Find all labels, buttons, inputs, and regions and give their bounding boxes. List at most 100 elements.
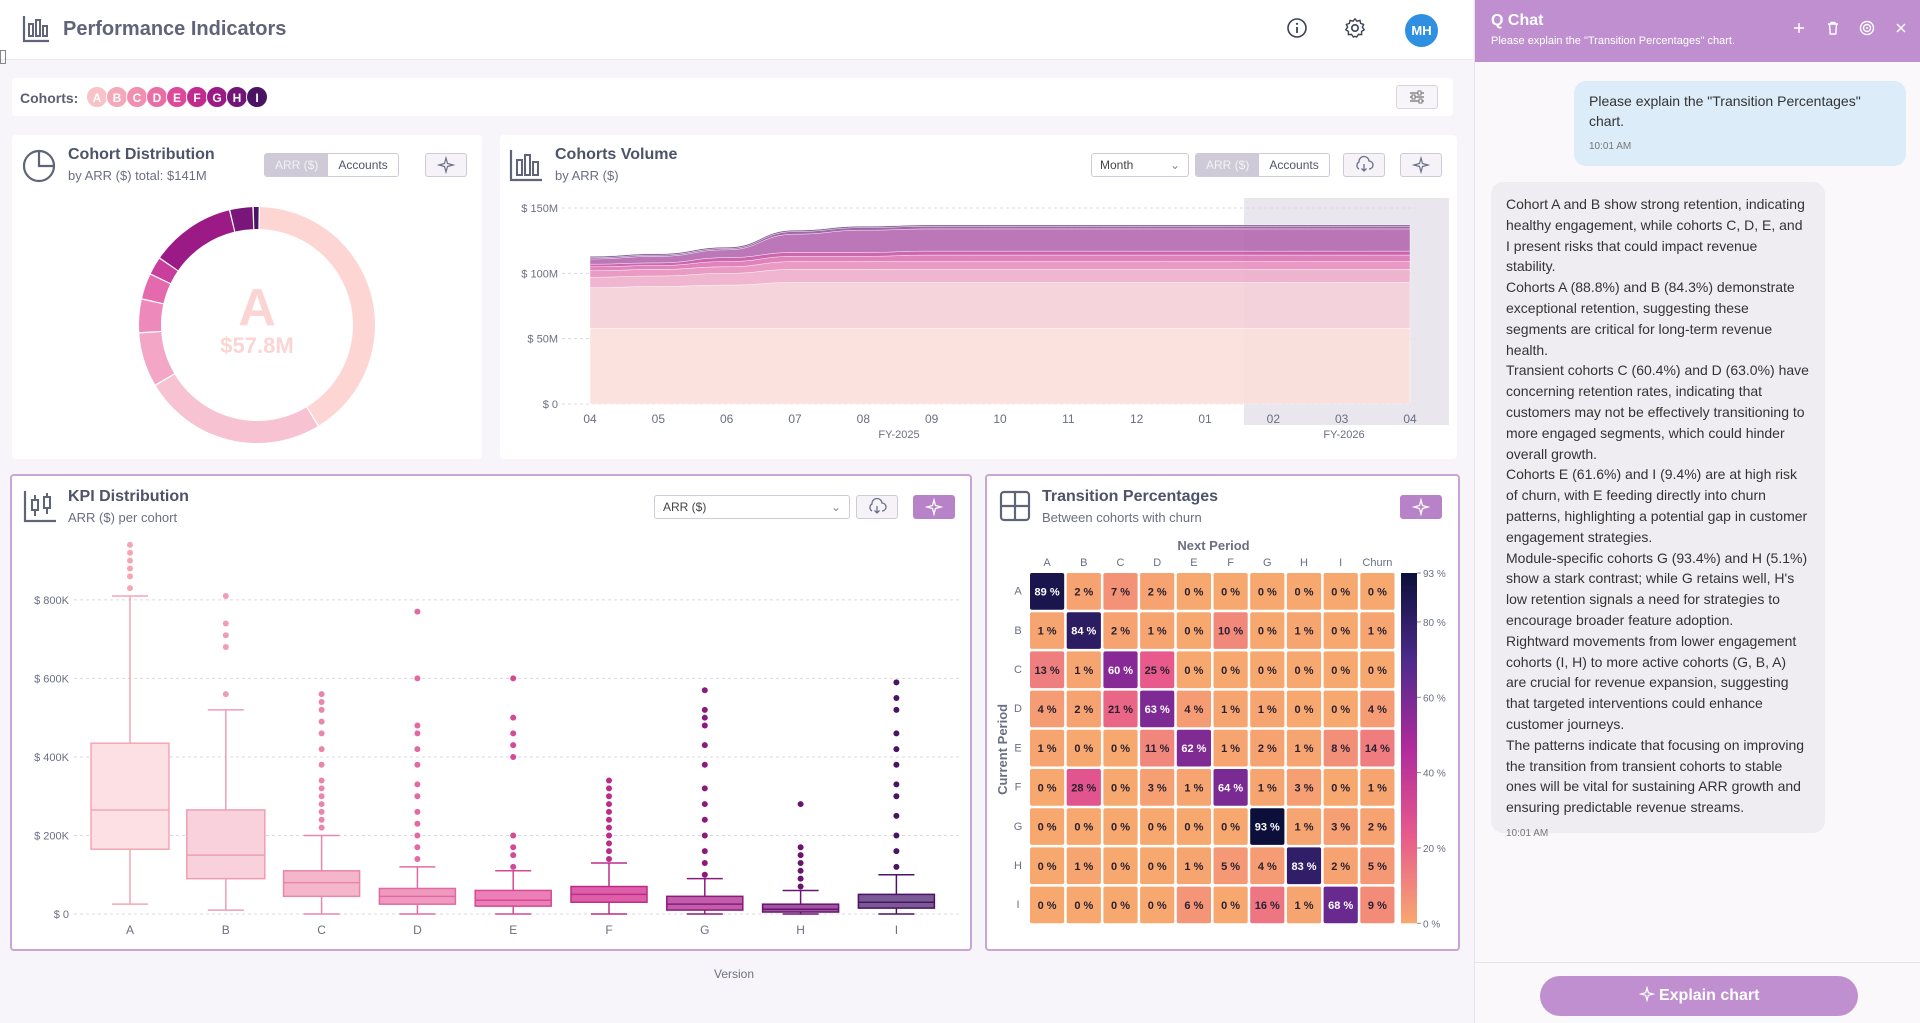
- heatmap-cell[interactable]: [1360, 690, 1395, 728]
- heatmap-cell[interactable]: [1286, 808, 1322, 845]
- area-series-1[interactable]: [589, 328, 1411, 405]
- heatmap-cell[interactable]: [1140, 729, 1175, 767]
- heatmap-cell[interactable]: [1286, 847, 1322, 885]
- area-series-9[interactable]: [589, 224, 1411, 258]
- heatmap-cell[interactable]: [1103, 847, 1138, 885]
- heatmap-cell[interactable]: [1103, 729, 1138, 767]
- heatmap-cell[interactable]: [1066, 729, 1101, 767]
- heatmap-cell[interactable]: [1360, 847, 1395, 885]
- toggle-accounts[interactable]: Accounts: [1259, 154, 1329, 176]
- cohort-chip-d[interactable]: D: [146, 86, 168, 108]
- heatmap-cell[interactable]: [1103, 808, 1138, 845]
- heatmap-cell[interactable]: [1176, 651, 1211, 689]
- box-c[interactable]: [282, 834, 361, 915]
- heatmap-cell[interactable]: [1030, 729, 1065, 767]
- donut-slice-b[interactable]: [155, 374, 318, 443]
- donut-slice-d[interactable]: [139, 299, 164, 333]
- heatmap-cell[interactable]: [1030, 573, 1065, 610]
- heatmap-cell[interactable]: [1066, 808, 1101, 845]
- heatmap-cell[interactable]: [1250, 886, 1285, 924]
- period-select[interactable]: Month ⌄: [1091, 153, 1189, 177]
- heatmap-cell[interactable]: [1323, 808, 1358, 845]
- donut-slice-a[interactable]: [259, 207, 375, 426]
- heatmap-cell[interactable]: [1286, 729, 1322, 767]
- heatmap-cell[interactable]: [1030, 612, 1065, 649]
- box-d[interactable]: [378, 866, 457, 915]
- metric-select[interactable]: ARR ($) ⌄: [654, 495, 850, 519]
- heatmap-cell[interactable]: [1030, 886, 1065, 924]
- heatmap-cell[interactable]: [1213, 729, 1248, 767]
- heatmap-cell[interactable]: [1323, 769, 1358, 806]
- heatmap-cell[interactable]: [1176, 573, 1211, 610]
- heatmap-cell[interactable]: [1323, 886, 1358, 924]
- heatmap-cell[interactable]: [1066, 612, 1101, 649]
- filter-settings-button[interactable]: [1396, 85, 1438, 109]
- heatmap-cell[interactable]: [1360, 808, 1395, 845]
- heatmap-cell[interactable]: [1360, 573, 1395, 610]
- plus-icon[interactable]: [1791, 20, 1807, 36]
- download-button[interactable]: [856, 495, 898, 519]
- heatmap-cell[interactable]: [1140, 612, 1175, 649]
- heatmap-cell[interactable]: [1066, 651, 1101, 689]
- heatmap-cell[interactable]: [1250, 847, 1285, 885]
- heatmap-cell[interactable]: [1213, 573, 1248, 610]
- heatmap-cell[interactable]: [1213, 690, 1248, 728]
- heatmap-cell[interactable]: [1176, 847, 1211, 885]
- heatmap-cell[interactable]: [1360, 612, 1395, 649]
- heatmap-cell[interactable]: [1103, 886, 1138, 924]
- heatmap-cell[interactable]: [1066, 847, 1101, 885]
- box-f[interactable]: [570, 862, 648, 915]
- toggle-accounts[interactable]: Accounts: [328, 154, 398, 176]
- heatmap-cell[interactable]: [1176, 769, 1211, 806]
- trash-icon[interactable]: [1825, 20, 1841, 36]
- donut-slice-i[interactable]: [253, 207, 259, 230]
- explain-chart-button[interactable]: Explain chart: [1540, 976, 1858, 1016]
- heatmap-cell[interactable]: [1140, 847, 1175, 885]
- heatmap-cell[interactable]: [1103, 573, 1138, 610]
- cohort-chip-b[interactable]: B: [106, 86, 128, 108]
- toggle-arr[interactable]: ARR ($): [1196, 154, 1260, 176]
- heatmap-cell[interactable]: [1140, 573, 1175, 610]
- ai-sparkle-button[interactable]: [1400, 495, 1442, 519]
- heatmap-cell[interactable]: [1213, 847, 1248, 885]
- heatmap-cell[interactable]: [1066, 690, 1101, 728]
- cohort-chip-h[interactable]: H: [226, 86, 248, 108]
- heatmap-cell[interactable]: [1030, 651, 1065, 689]
- heatmap-cell[interactable]: [1250, 651, 1285, 689]
- heatmap-cell[interactable]: [1286, 690, 1322, 728]
- cohort-chip-i[interactable]: I: [246, 86, 268, 108]
- box-h[interactable]: [761, 889, 840, 915]
- heatmap-cell[interactable]: [1103, 690, 1138, 728]
- heatmap-cell[interactable]: [1360, 729, 1395, 767]
- heatmap-cell[interactable]: [1213, 612, 1248, 649]
- heatmap-cell[interactable]: [1323, 573, 1358, 610]
- box-a[interactable]: [90, 595, 170, 905]
- heatmap-cell[interactable]: [1176, 729, 1211, 767]
- heatmap-cell[interactable]: [1066, 769, 1101, 806]
- heatmap-cell[interactable]: [1030, 690, 1065, 728]
- donut-slice-g[interactable]: [160, 210, 235, 271]
- heatmap-cell[interactable]: [1286, 651, 1322, 689]
- heatmap-cell[interactable]: [1323, 690, 1358, 728]
- heatmap-cell[interactable]: [1030, 847, 1065, 885]
- avatar[interactable]: MH: [1405, 14, 1438, 47]
- cohort-chip-f[interactable]: F: [186, 86, 208, 108]
- heatmap-cell[interactable]: [1213, 769, 1248, 806]
- heatmap-cell[interactable]: [1250, 612, 1285, 649]
- ai-sparkle-button[interactable]: [913, 495, 955, 519]
- box-b[interactable]: [186, 709, 266, 911]
- heatmap-cell[interactable]: [1176, 690, 1211, 728]
- donut-slice-c[interactable]: [139, 331, 175, 385]
- heatmap-cell[interactable]: [1140, 651, 1175, 689]
- cohort-chip-g[interactable]: G: [206, 86, 228, 108]
- target-icon[interactable]: [1859, 20, 1875, 36]
- box-g[interactable]: [666, 877, 744, 915]
- donut-slice-h[interactable]: [230, 207, 254, 232]
- heatmap-cell[interactable]: [1066, 886, 1101, 924]
- heatmap-cell[interactable]: [1176, 612, 1211, 649]
- heatmap-cell[interactable]: [1323, 729, 1358, 767]
- heatmap-cell[interactable]: [1286, 886, 1322, 924]
- heatmap-cell[interactable]: [1213, 808, 1248, 845]
- heatmap-cell[interactable]: [1140, 886, 1175, 924]
- heatmap-cell[interactable]: [1250, 769, 1285, 806]
